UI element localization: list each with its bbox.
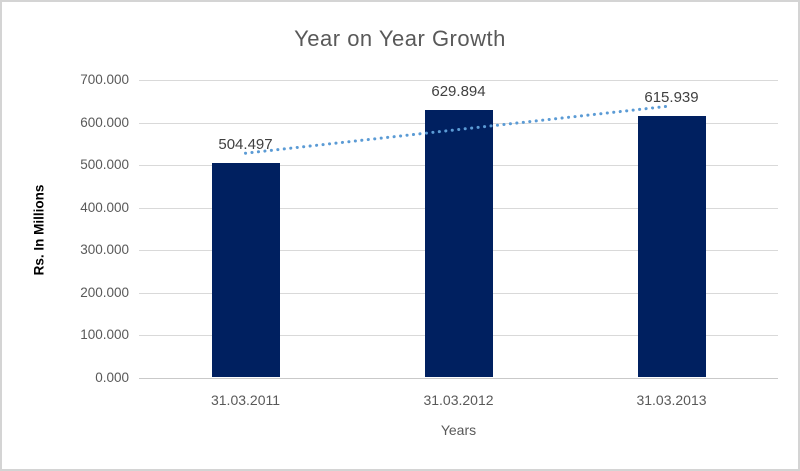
y-axis-title-text: Rs. In Millions [31,184,47,276]
x-tick-label: 31.03.2012 [423,392,494,408]
y-tick-label: 600.000 [80,114,129,130]
y-tick-label: 700.000 [80,72,129,87]
x-axis-line [139,377,778,379]
bar-data-label: 504.497 [218,136,273,154]
y-tick-label: 500.000 [80,157,129,172]
x-tick-label: 31.03.2013 [636,392,707,408]
gridline [139,80,778,81]
x-axis-title: Years [440,422,477,438]
y-tick-label: 400.000 [80,199,129,215]
y-tick-label: 100.000 [80,327,129,342]
y-tick-label: 200.000 [80,284,129,300]
bar [211,163,280,378]
bar [424,109,493,378]
y-tick-label: 0.000 [95,369,129,385]
bar [637,115,706,378]
bar-data-label: 629.894 [431,82,486,100]
bar-data-label: 615.939 [644,88,699,106]
x-tick-label: 31.03.2011 [210,392,281,408]
chart-title: Year on Year Growth [294,26,506,51]
y-tick-label: 300.000 [80,242,129,257]
